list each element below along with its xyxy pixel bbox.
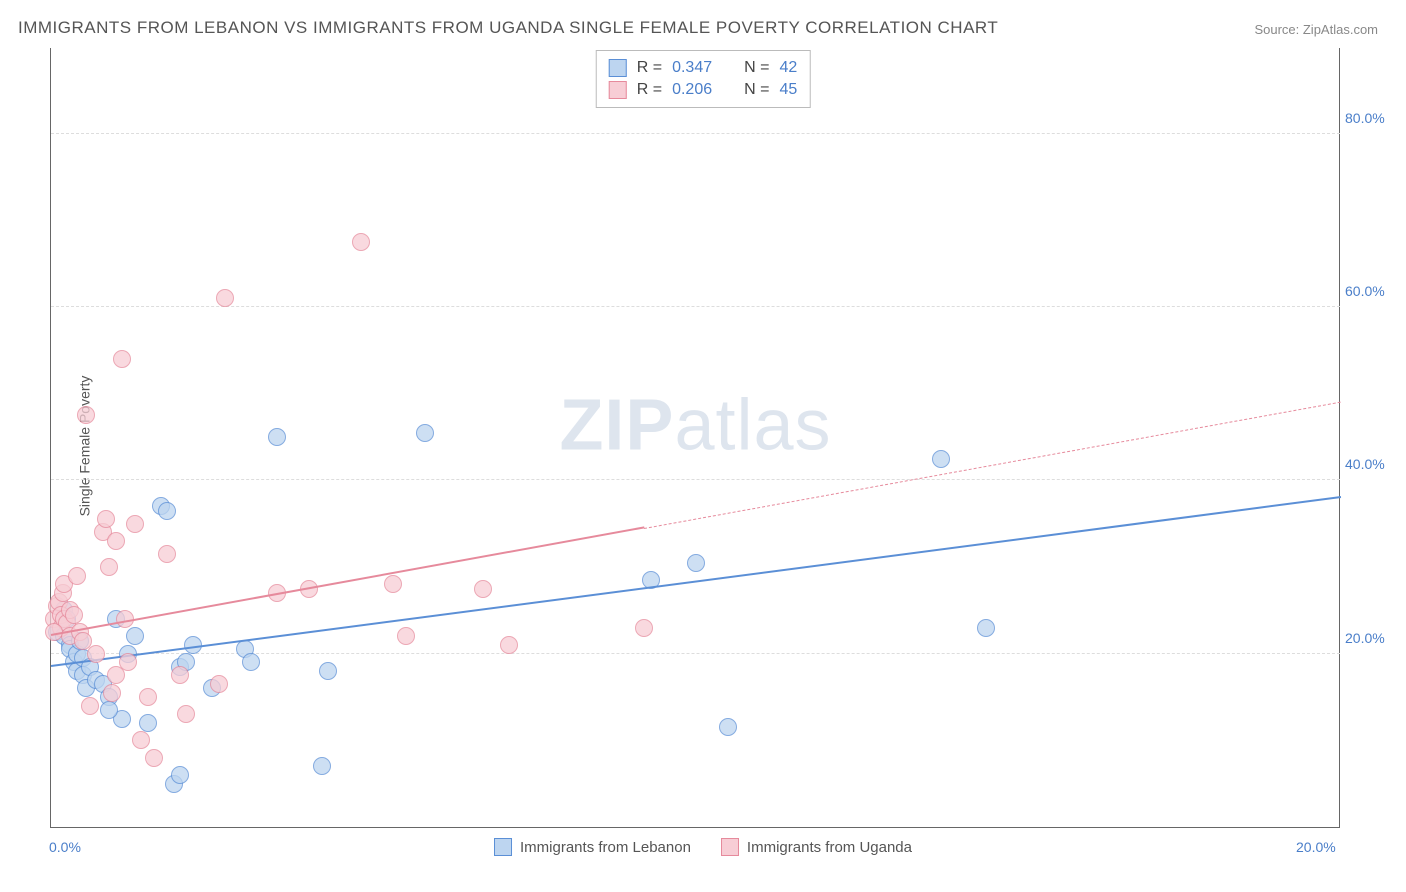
x-tick-label: 0.0% [49, 839, 81, 855]
legend-swatch-icon [609, 81, 627, 99]
gridline [51, 306, 1340, 307]
data-point [100, 701, 118, 719]
data-point [68, 567, 86, 585]
data-point [687, 554, 705, 572]
data-point [384, 575, 402, 593]
data-point [352, 233, 370, 251]
data-point [474, 580, 492, 598]
data-point [216, 289, 234, 307]
data-point [158, 502, 176, 520]
r-label: R = [637, 59, 662, 77]
r-label: R = [637, 81, 662, 99]
trendline [51, 496, 1341, 667]
r-value: 0.347 [672, 59, 712, 77]
data-point [319, 662, 337, 680]
data-point [177, 705, 195, 723]
y-tick-label: 40.0% [1345, 456, 1400, 472]
data-point [113, 350, 131, 368]
data-point [145, 749, 163, 767]
data-point [158, 545, 176, 563]
data-point [103, 684, 121, 702]
legend-item-lebanon: Immigrants from Lebanon [494, 838, 691, 856]
data-point [126, 515, 144, 533]
plot-area: ZIPatlas 20.0%40.0%60.0%80.0%0.0%20.0% [50, 48, 1340, 828]
data-point [119, 653, 137, 671]
data-point [242, 653, 260, 671]
legend-swatch-uganda [721, 838, 739, 856]
legend-swatch-icon [609, 59, 627, 77]
legend-swatch-lebanon [494, 838, 512, 856]
legend-stat-row: R = 0.206 N = 45 [609, 79, 798, 101]
source-attribution: Source: ZipAtlas.com [1254, 22, 1378, 37]
n-label: N = [744, 59, 769, 77]
legend-stat-row: R = 0.347 N = 42 [609, 57, 798, 79]
watermark: ZIPatlas [559, 384, 831, 466]
data-point [132, 731, 150, 749]
data-point [87, 645, 105, 663]
data-point [977, 619, 995, 637]
legend-label-uganda: Immigrants from Uganda [747, 839, 912, 856]
y-tick-label: 20.0% [1345, 630, 1400, 646]
data-point [139, 714, 157, 732]
right-axis-line [1339, 48, 1340, 827]
n-value: 45 [779, 81, 797, 99]
data-point [500, 636, 518, 654]
data-point [635, 619, 653, 637]
chart-title: IMMIGRANTS FROM LEBANON VS IMMIGRANTS FR… [18, 18, 998, 38]
gridline [51, 479, 1340, 480]
data-point [932, 450, 950, 468]
data-point [100, 558, 118, 576]
data-point [397, 627, 415, 645]
data-point [313, 757, 331, 775]
data-point [77, 406, 95, 424]
data-point [107, 532, 125, 550]
data-point [268, 428, 286, 446]
y-tick-label: 60.0% [1345, 283, 1400, 299]
n-value: 42 [779, 59, 797, 77]
legend-item-uganda: Immigrants from Uganda [721, 838, 912, 856]
data-point [65, 606, 83, 624]
y-tick-label: 80.0% [1345, 110, 1400, 126]
data-point [171, 666, 189, 684]
trendline [51, 527, 645, 637]
correlation-legend: R = 0.347 N = 42 R = 0.206 N = 45 [596, 50, 811, 108]
n-label: N = [744, 81, 769, 99]
x-tick-label: 20.0% [1296, 839, 1336, 855]
legend-label-lebanon: Immigrants from Lebanon [520, 839, 691, 856]
data-point [139, 688, 157, 706]
data-point [81, 697, 99, 715]
series-legend: Immigrants from Lebanon Immigrants from … [494, 838, 912, 856]
r-value: 0.206 [672, 81, 712, 99]
data-point [719, 718, 737, 736]
data-point [126, 627, 144, 645]
data-point [210, 675, 228, 693]
gridline [51, 133, 1340, 134]
data-point [97, 510, 115, 528]
data-point [416, 424, 434, 442]
data-point [171, 766, 189, 784]
